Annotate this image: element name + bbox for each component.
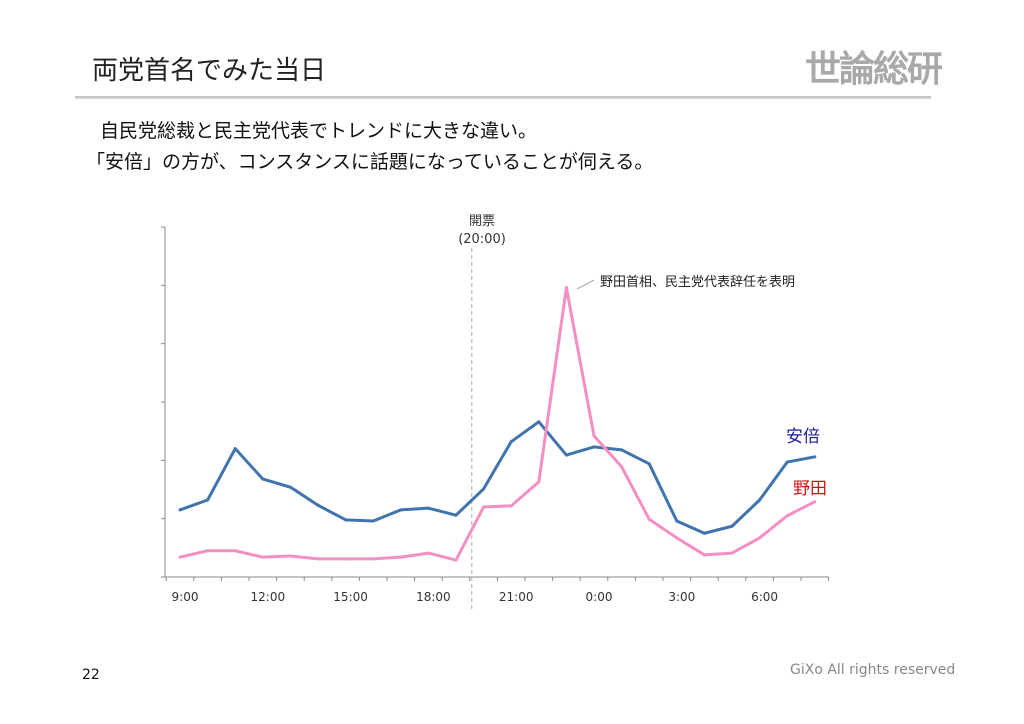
data-point: [509, 504, 513, 508]
data-point: [426, 506, 430, 510]
data-point: [702, 553, 706, 557]
data-point: [675, 536, 679, 540]
annotation-kaihyo-line1: 開票: [469, 214, 495, 229]
page-number: 22: [82, 667, 100, 683]
data-point: [454, 513, 458, 517]
x-tick-label: 9:00: [172, 590, 199, 604]
data-point: [344, 557, 348, 561]
data-point: [702, 531, 706, 535]
data-point: [261, 477, 265, 481]
data-point: [785, 460, 789, 464]
data-point: [647, 517, 651, 521]
x-tick-label: 0:00: [586, 590, 613, 604]
title-divider: [75, 96, 931, 99]
x-tick-label: 6:00: [751, 590, 778, 604]
x-tick-label: 15:00: [333, 590, 368, 604]
data-point: [426, 551, 430, 555]
footer-copyright: GiXo All rights reserved: [790, 662, 956, 678]
data-point: [564, 453, 568, 457]
series-label-noda: 野田: [793, 479, 827, 499]
data-point: [537, 480, 541, 484]
series-label-abe: 安倍: [786, 427, 820, 447]
data-point: [371, 557, 375, 561]
body-line-2: 「安倍」の方が、コンスタンスに話題になっていることが伺える。: [86, 151, 654, 173]
data-point: [178, 508, 182, 512]
x-tick-label: 18:00: [416, 590, 451, 604]
annotation-kaihyo-line2: (20:00): [458, 232, 506, 247]
data-point: [592, 445, 596, 449]
data-point: [620, 465, 624, 469]
data-point: [399, 555, 403, 559]
data-point: [233, 447, 237, 451]
data-point: [316, 557, 320, 561]
data-point: [316, 503, 320, 507]
data-point: [288, 554, 292, 558]
data-point: [758, 498, 762, 502]
data-point: [233, 549, 237, 553]
data-point: [261, 555, 265, 559]
x-tick-label: 3:00: [668, 590, 695, 604]
data-point: [592, 434, 596, 438]
data-point: [288, 485, 292, 489]
data-point: [399, 508, 403, 512]
data-point: [344, 518, 348, 522]
series-line-abe: [179, 420, 816, 535]
logo: 世論総研: [805, 49, 943, 90]
series-line-noda: [179, 286, 816, 562]
data-point: [730, 524, 734, 528]
data-point: [482, 505, 486, 509]
data-point: [620, 448, 624, 452]
data-point: [813, 500, 817, 504]
data-point: [675, 519, 679, 523]
body-line-1: 自民党総裁と民主党代表でトレンドに大きな違い。: [100, 120, 538, 142]
data-point: [647, 462, 651, 466]
data-point: [206, 498, 210, 502]
data-point: [206, 549, 210, 553]
data-point: [482, 487, 486, 491]
data-point: [454, 558, 458, 562]
data-point: [758, 536, 762, 540]
annotation-leader-line: [576, 279, 595, 290]
x-tick-label: 21:00: [499, 590, 534, 604]
slide-title: 両党首名でみた当日: [92, 56, 327, 86]
annotation-noda-resign: 野田首相、民主党代表辞任を表明: [600, 275, 795, 290]
data-point: [371, 519, 375, 523]
data-point: [730, 551, 734, 555]
data-point: [564, 286, 568, 290]
data-point: [813, 455, 817, 459]
x-tick-label: 12:00: [251, 590, 286, 604]
data-point: [178, 555, 182, 559]
data-point: [537, 420, 541, 424]
data-point: [509, 440, 513, 444]
data-point: [785, 514, 789, 518]
